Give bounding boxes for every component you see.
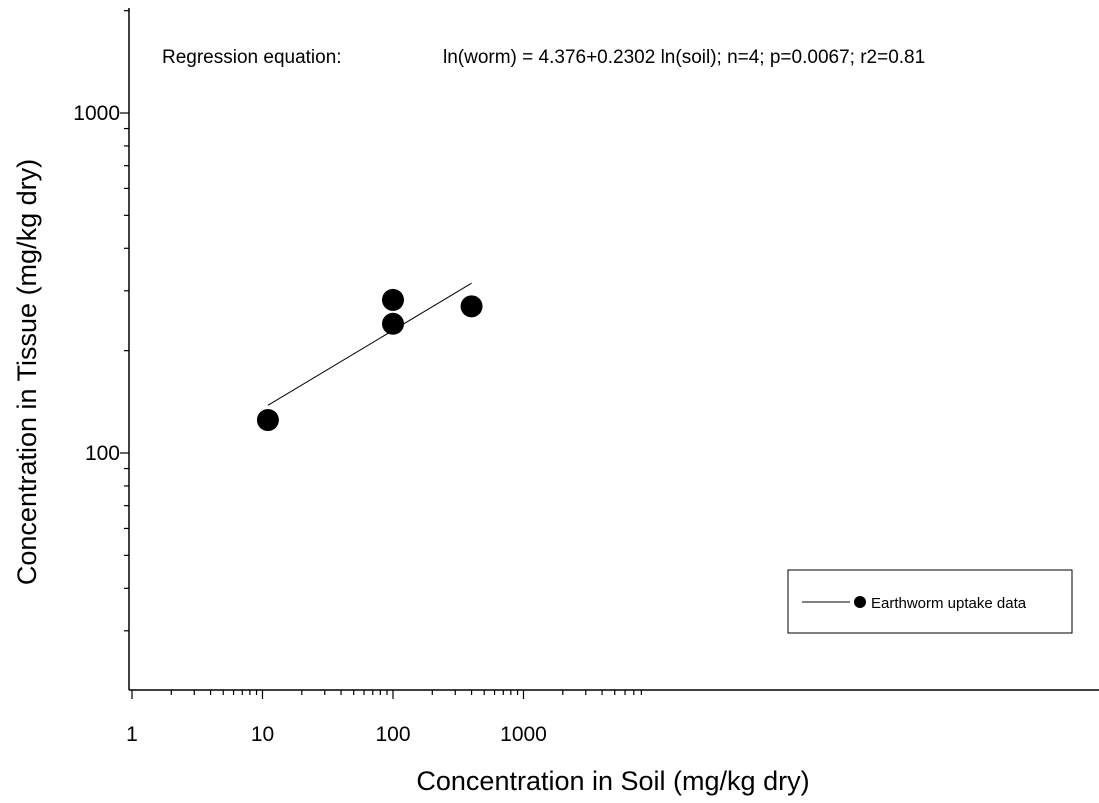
data-points [256,288,483,432]
y-tick-labels: 100 1000 [73,102,120,465]
data-point [256,409,279,432]
regression-line-group [267,282,472,406]
x-tick-label: 1 [126,723,138,746]
y-axis-title: Concentration in Tissue (mg/kg dry) [12,159,42,585]
x-tick-label: 1000 [500,723,547,746]
data-point [382,312,404,335]
regression-line [267,282,472,406]
x-tick-labels: 1 10 100 1000 [126,723,547,746]
legend: Earthworm uptake data [787,569,1073,634]
regression-equation: ln(worm) = 4.376+0.2302 ln(soil); n=4; p… [443,47,925,68]
x-tick-label: 10 [251,723,274,746]
axes [128,8,1099,691]
regression-label: Regression equation: [162,47,342,68]
x-ticks [131,690,642,699]
y-tick-label: 1000 [73,102,120,125]
legend-label: Earthworm uptake data [871,595,1027,612]
y-tick-label: 100 [85,442,120,465]
y-ticks [120,10,129,632]
legend-marker [854,596,866,608]
x-tick-label: 100 [375,723,410,746]
data-point [460,295,483,318]
data-point [382,288,404,311]
x-axis-title: Concentration in Soil (mg/kg dry) [416,766,809,796]
